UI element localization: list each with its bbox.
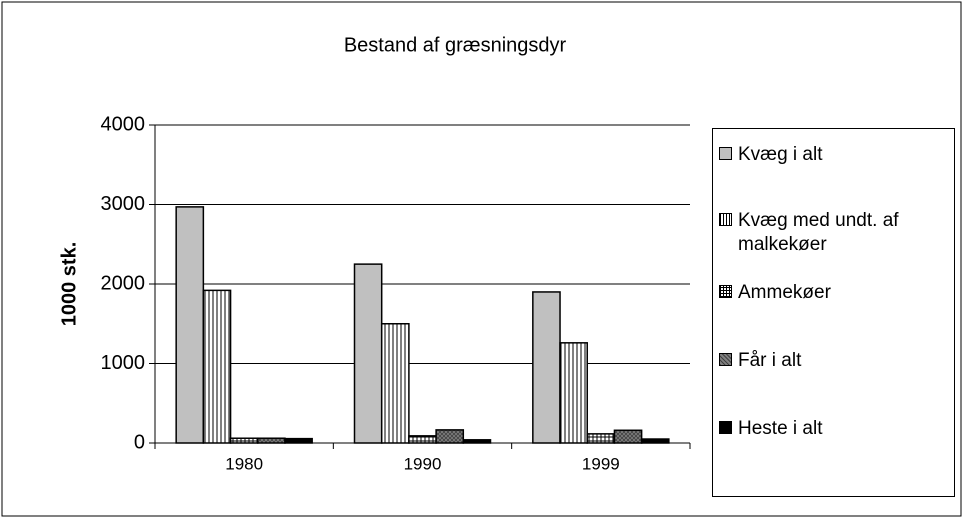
legend: Kvæg i alt Kvæg med undt. af malkekøer Amm… xyxy=(712,128,955,497)
bar xyxy=(435,429,465,444)
y-tick-label: 1000 xyxy=(101,352,146,374)
y-axis-label: 1000 stk. xyxy=(58,242,80,327)
legend-entry: Kvæg i alt xyxy=(719,143,951,167)
legend-label: Ammekøer xyxy=(738,282,831,303)
bar xyxy=(586,433,616,444)
legend-label: Kvæg i alt xyxy=(738,144,823,165)
legend-swatch xyxy=(719,213,732,226)
x-tick-label: 1980 xyxy=(225,454,263,473)
chart-title: Bestand af græsningsdyr xyxy=(344,34,567,56)
legend-swatch xyxy=(719,147,732,160)
bar xyxy=(175,206,205,444)
legend-entry: Ammekøer xyxy=(719,281,951,305)
bar xyxy=(380,323,410,444)
y-tick-label: 2000 xyxy=(101,272,146,294)
legend-swatch xyxy=(719,353,732,366)
bar xyxy=(284,437,313,444)
bar xyxy=(202,289,232,444)
bar xyxy=(640,438,670,444)
legend-swatch xyxy=(719,285,732,298)
x-tick-label: 1990 xyxy=(404,454,442,473)
y-tick-label: 0 xyxy=(134,431,145,453)
legend-entry: Får i alt xyxy=(719,349,951,373)
bar xyxy=(462,439,492,444)
x-tick-label: 1999 xyxy=(582,454,620,473)
bar xyxy=(257,437,286,444)
bar xyxy=(559,342,588,444)
legend-swatch xyxy=(719,421,732,434)
legend-label: Heste i alt xyxy=(738,418,823,439)
bar xyxy=(408,435,437,444)
legend-label: Får i alt xyxy=(738,350,802,371)
y-tick-label: 3000 xyxy=(101,193,146,215)
legend-entry: Kvæg med undt. af malkekøer xyxy=(719,209,951,257)
y-tick-label: 4000 xyxy=(101,113,146,135)
legend-label: Kvæg med undt. af malkekøer xyxy=(738,210,899,255)
bar xyxy=(613,429,643,444)
bar xyxy=(353,263,383,444)
bar xyxy=(532,291,561,444)
legend-entry: Heste i alt xyxy=(719,417,951,441)
bar xyxy=(229,437,259,444)
